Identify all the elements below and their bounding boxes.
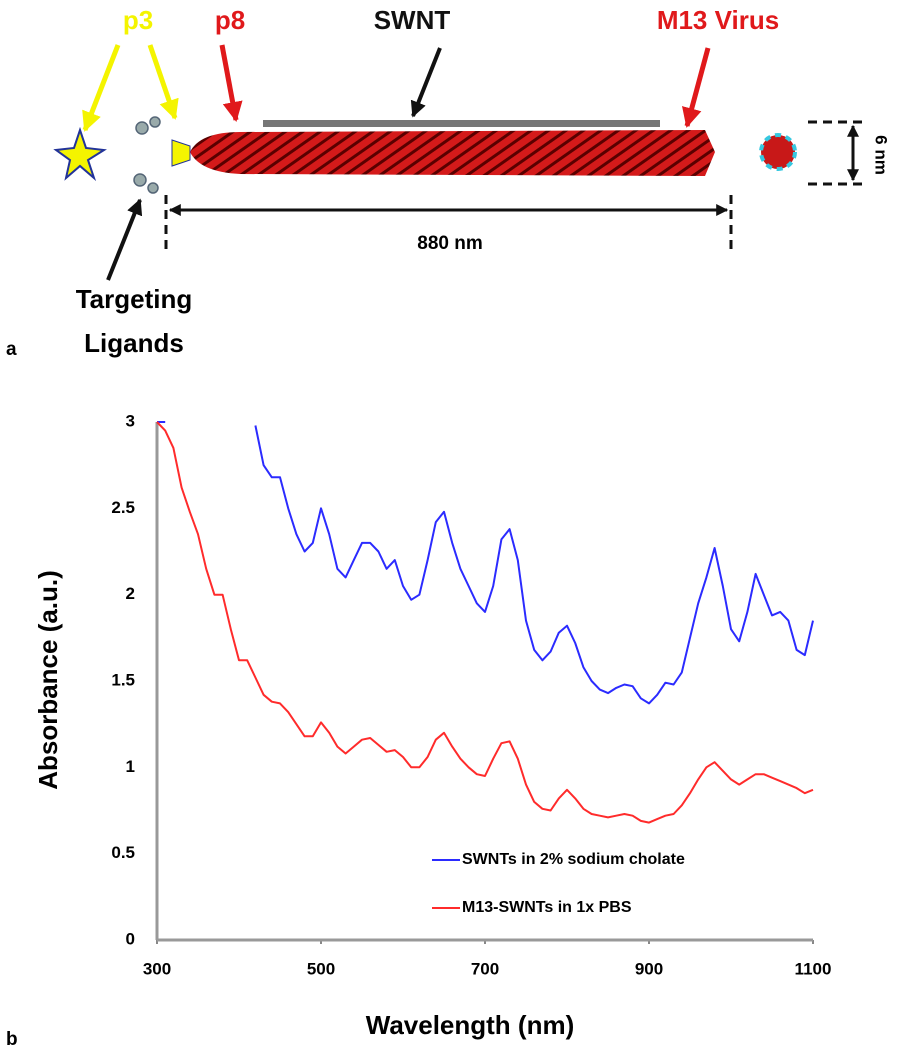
x-tick-label: 1100 xyxy=(795,959,832,978)
virus-cross-section xyxy=(759,133,797,171)
series-line xyxy=(156,421,814,824)
panel-label: a xyxy=(6,339,17,360)
series-line xyxy=(157,421,814,705)
label-virus: M13 Virus xyxy=(657,5,779,35)
ligands xyxy=(133,116,161,194)
y-axis-title: Absorbance (a.u.) xyxy=(33,570,63,790)
label-p3: p3 xyxy=(123,5,153,35)
arrow xyxy=(147,44,179,120)
arrow xyxy=(219,44,243,122)
label-swnt: SWNT xyxy=(374,5,451,35)
y-tick-label: 1.5 xyxy=(111,670,135,689)
y-tick-label: 0 xyxy=(126,929,135,948)
ligands-label: Targeting xyxy=(76,284,193,314)
p3-star xyxy=(53,126,107,182)
legend-label: M13-SWNTs in 1x PBS xyxy=(462,899,632,916)
arrow xyxy=(106,198,143,281)
diagram: p3 p8 SWNT M13 Virus 6 nm 880 nm Targeti… xyxy=(6,5,891,360)
y-tick-label: 1 xyxy=(126,757,135,776)
arrow xyxy=(410,47,442,118)
arrow xyxy=(82,44,121,132)
x-tick-label: 900 xyxy=(635,959,663,978)
chart: b Wavelength (nm) Absorbance (a.u.) 0 0.5… xyxy=(6,411,831,1050)
diameter-label: 6 nm xyxy=(872,135,891,175)
x-tick-label: 300 xyxy=(143,959,171,978)
y-tick-label: 2.5 xyxy=(111,498,135,517)
y-tick-label: 3 xyxy=(126,411,135,430)
y-tick-label: 0.5 xyxy=(111,843,135,862)
arrow xyxy=(682,47,711,128)
panel-label: b xyxy=(6,1029,18,1050)
length-label: 880 nm xyxy=(417,233,482,254)
x-axis-title: Wavelength (nm) xyxy=(366,1010,574,1040)
ligands-label: Ligands xyxy=(84,328,184,358)
dimension-lines xyxy=(164,120,862,250)
x-tick-label: 700 xyxy=(471,959,499,978)
swnt xyxy=(263,120,660,127)
p3-end xyxy=(171,139,191,167)
x-tick-label: 500 xyxy=(307,959,335,978)
y-tick-label: 2 xyxy=(126,584,135,603)
legend-label: SWNTs in 2% sodium cholate xyxy=(462,851,685,868)
virus-body xyxy=(190,130,715,176)
label-p8: p8 xyxy=(215,5,245,35)
